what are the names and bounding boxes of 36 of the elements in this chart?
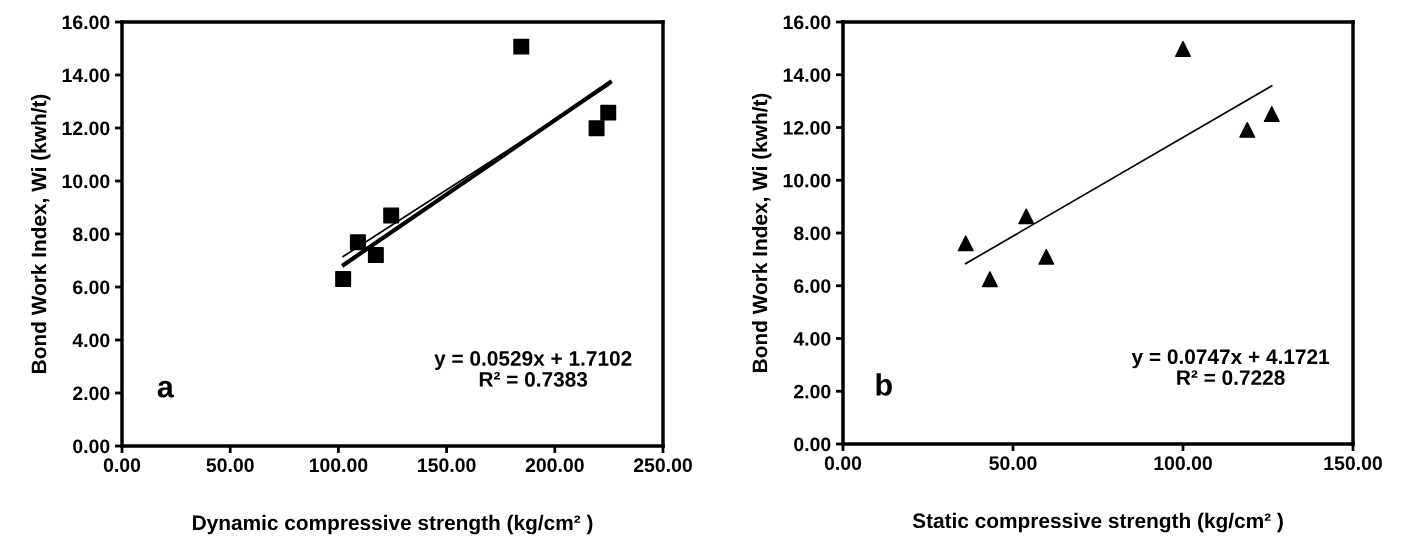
x-tick-label: 50.00 [989,456,1037,471]
y-tick-label: 12.00 [783,120,831,135]
x-tick-label: 200.00 [525,458,584,473]
x-tick-label: 250.00 [633,458,692,473]
x-tick-label: 0.00 [103,458,141,473]
y-tick-label: 2.00 [73,386,110,401]
y-tick-label: 16.00 [783,15,831,30]
y-tick-label: 14.00 [783,68,831,82]
y-tick-label: 0.00 [73,439,110,454]
y-axis-title: Bond Work Index, Wi (kwh/t) [31,94,51,373]
y-tick-label: 14.00 [62,68,110,83]
x-tick-label: 150.00 [418,458,476,473]
x-tick-label: 100.00 [1154,456,1212,471]
y-tick-label: 4.00 [793,331,831,346]
y-tick-label: 16.00 [62,15,110,30]
x-tick-label: 100.00 [309,458,368,473]
annotation: y = 0.0747x + 4.1721 R² = 0.7228 [1131,349,1330,386]
y-tick-label: 12.00 [62,121,110,136]
y-tick-label: 4.00 [72,333,110,348]
y-tick-label: 6.00 [794,279,831,293]
y-tick-label: 8.00 [72,227,110,242]
y-tick-label: 8.00 [793,226,831,241]
annotation: y = 0.0529x + 1.7102 R² = 0.7383 [434,351,632,387]
y-axis-title: Bond Work Index, Wi (kwh/t) [752,93,772,372]
annotation: b [876,373,892,396]
y-tick-label: 6.00 [73,280,110,295]
x-tick-label: 150.00 [1324,456,1382,471]
y-tick-label: 10.00 [783,173,831,188]
y-tick-label: 2.00 [794,384,831,399]
annotation: a [157,380,174,398]
x-axis-title: Dynamic compressive strength (kg/cm² ) [193,514,593,535]
y-tick-label: 10.00 [62,174,110,189]
y-tick-label: 0.00 [794,437,831,452]
x-tick-label: 0.00 [824,456,862,471]
x-axis-title: Static compressive strength (kg/cm² ) [912,512,1283,533]
x-tick-label: 50.00 [206,458,254,473]
